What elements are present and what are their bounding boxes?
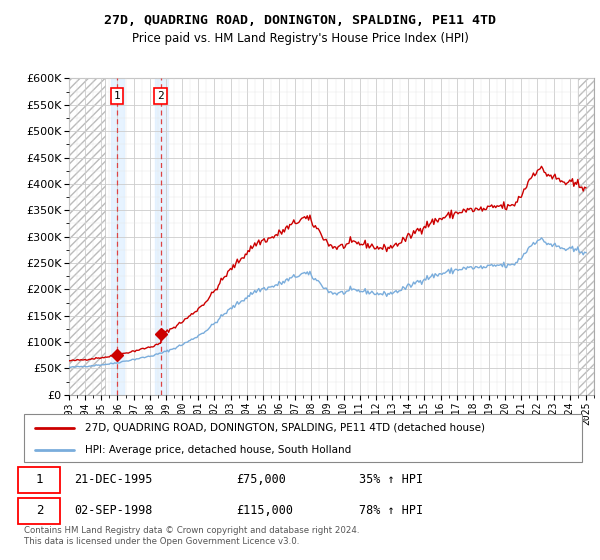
Text: £75,000: £75,000	[236, 473, 286, 486]
Text: Price paid vs. HM Land Registry's House Price Index (HPI): Price paid vs. HM Land Registry's House …	[131, 32, 469, 45]
FancyBboxPatch shape	[19, 498, 60, 524]
Text: 2: 2	[36, 504, 43, 517]
Text: 35% ↑ HPI: 35% ↑ HPI	[359, 473, 423, 486]
Text: 02-SEP-1998: 02-SEP-1998	[74, 504, 152, 517]
Bar	[155, 78, 167, 395]
Text: 27D, QUADRING ROAD, DONINGTON, SPALDING, PE11 4TD: 27D, QUADRING ROAD, DONINGTON, SPALDING,…	[104, 14, 496, 27]
Text: 2: 2	[157, 91, 164, 101]
Text: HPI: Average price, detached house, South Holland: HPI: Average price, detached house, Sout…	[85, 445, 352, 455]
Text: 27D, QUADRING ROAD, DONINGTON, SPALDING, PE11 4TD (detached house): 27D, QUADRING ROAD, DONINGTON, SPALDING,…	[85, 423, 485, 433]
FancyBboxPatch shape	[24, 414, 582, 462]
Text: £115,000: £115,000	[236, 504, 293, 517]
Text: 78% ↑ HPI: 78% ↑ HPI	[359, 504, 423, 517]
Text: Contains HM Land Registry data © Crown copyright and database right 2024.
This d: Contains HM Land Registry data © Crown c…	[24, 526, 359, 546]
Bar	[111, 78, 124, 395]
FancyBboxPatch shape	[19, 467, 60, 493]
Text: 21-DEC-1995: 21-DEC-1995	[74, 473, 152, 486]
Text: 1: 1	[36, 473, 43, 486]
Text: 1: 1	[113, 91, 121, 101]
